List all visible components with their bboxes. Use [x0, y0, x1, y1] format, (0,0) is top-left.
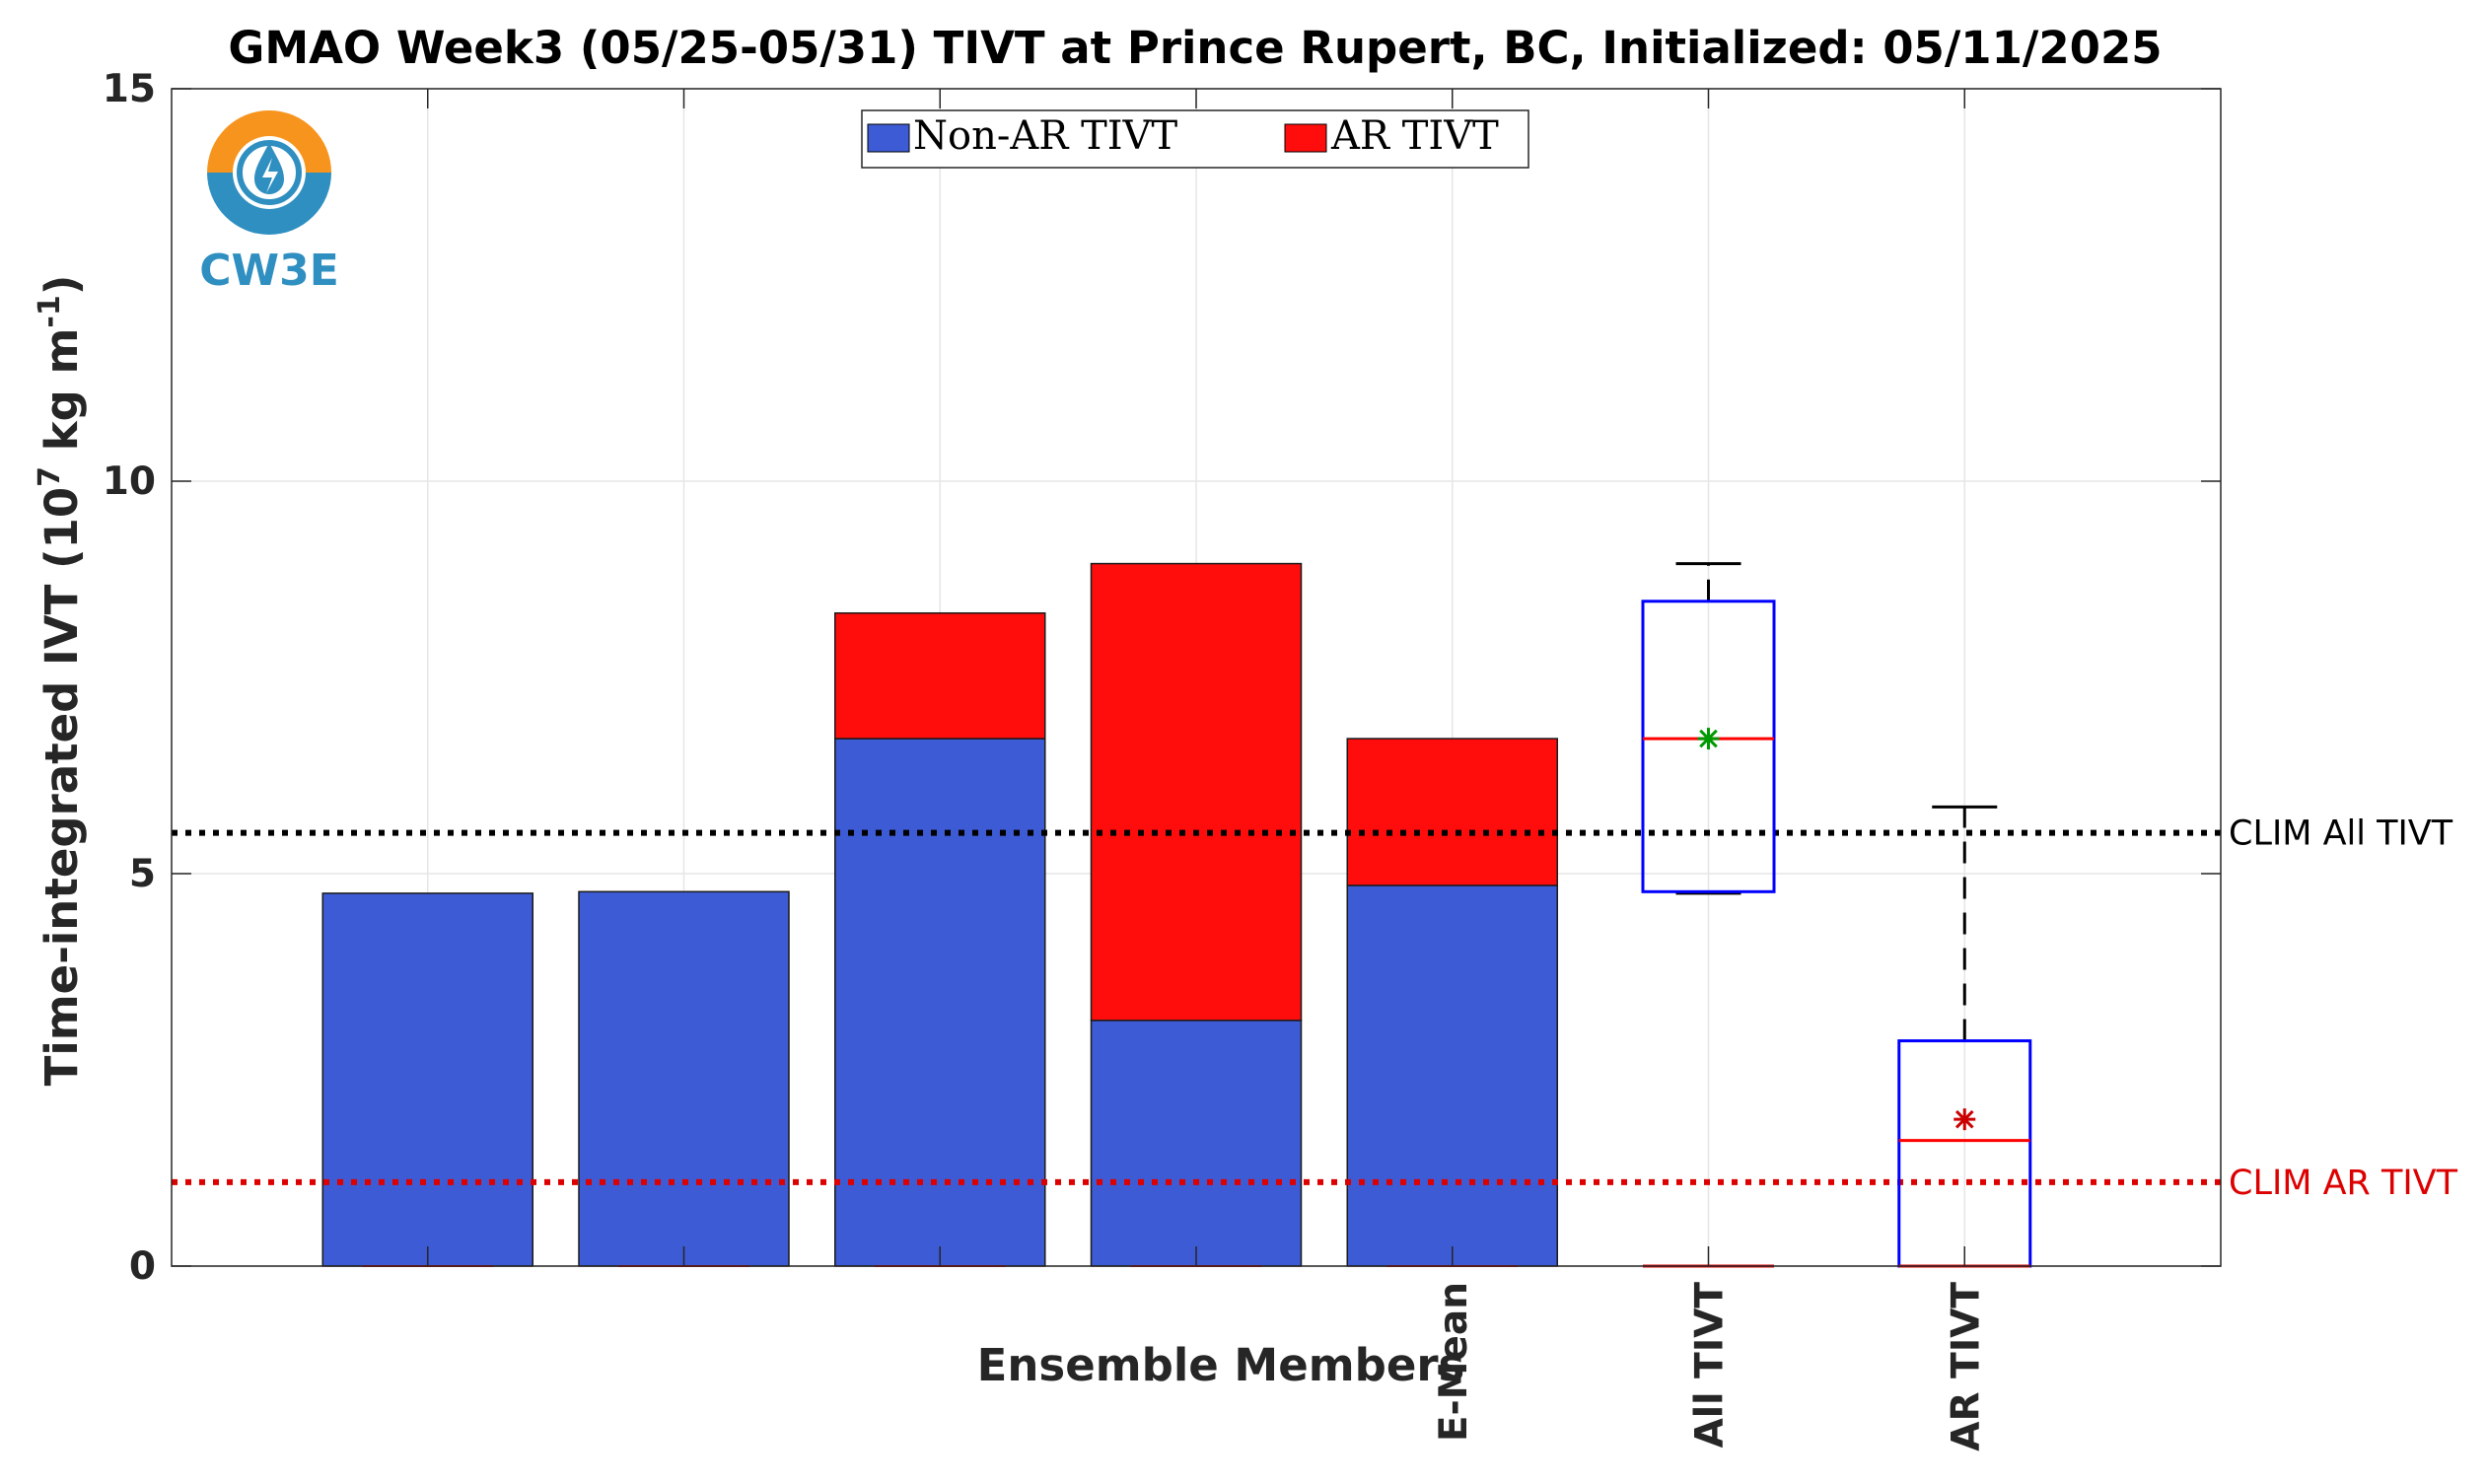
clim-ar-label: CLIM AR TIVT — [2229, 1164, 2458, 1203]
y-axis-label: Time-integrated IVT (107 kg m-1) — [33, 275, 88, 1087]
bar-segment-non-ar — [1346, 884, 1558, 1267]
legend-swatch-ar — [1284, 123, 1327, 153]
box-iqr — [1641, 600, 1776, 893]
mean-marker-stroke — [1699, 729, 1718, 748]
bar-segment-ar — [1090, 562, 1303, 1022]
bar-segment-ar — [834, 611, 1046, 740]
legend-label-ar: AR TIVT — [1330, 113, 1499, 159]
x-tick-label: AR TIVT — [1944, 1282, 1988, 1451]
reference-lines: CLIM All TIVT CLIM AR TIVT — [172, 814, 2458, 1203]
bar-segment-non-ar — [321, 892, 533, 1267]
legend-label-non-ar: Non-AR TIVT — [913, 113, 1177, 159]
x-axis-label: Ensemble Members — [977, 1339, 1465, 1391]
logo-bolt — [262, 158, 278, 193]
y-tick-label: 5 — [129, 852, 156, 896]
x-tick-label: All TIVT — [1688, 1282, 1733, 1449]
y-tick-label: 0 — [129, 1244, 156, 1289]
raindrop-icon — [254, 143, 284, 194]
clim-all-label: CLIM All TIVT — [2229, 814, 2453, 854]
bar-segment-ar — [1346, 738, 1558, 886]
x-tick-label: E-Mean — [1432, 1282, 1476, 1442]
y-axis-label-exponent-2: -1 — [33, 295, 67, 327]
axes-group: 0 5 10 15 E-Mean All TIVT AR TIVT — [103, 67, 2221, 1451]
cw3e-logo: CW3E — [199, 110, 339, 296]
legend-box — [861, 109, 1529, 169]
y-axis-label-exponent: 7 — [33, 466, 67, 487]
legend-swatch-non-ar — [867, 123, 910, 153]
y-tick-label: 10 — [103, 459, 156, 504]
y-tick-label: 15 — [103, 67, 156, 111]
bar-segment-non-ar — [578, 890, 790, 1267]
mean-marker — [1954, 1108, 1976, 1131]
legend: Non-AR TIVT AR TIVT — [861, 109, 1529, 169]
bars-group — [321, 562, 1558, 1267]
mean-marker — [1697, 728, 1720, 750]
mean-marker-stroke — [1954, 1109, 1974, 1129]
bar-segment-non-ar — [1090, 1020, 1303, 1267]
boxplots-group — [1641, 562, 2032, 1268]
bar-segment-non-ar — [834, 738, 1046, 1267]
chart-title: GMAO Week3 (05/25-05/31) TIVT at Prince … — [228, 22, 2162, 74]
logo-text: CW3E — [199, 246, 339, 296]
